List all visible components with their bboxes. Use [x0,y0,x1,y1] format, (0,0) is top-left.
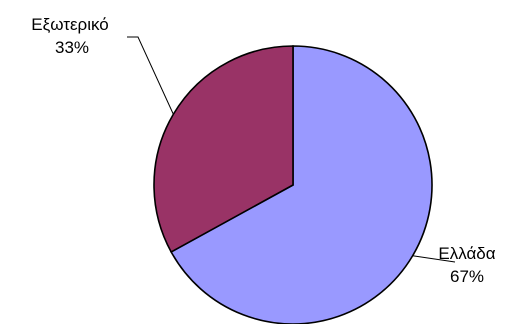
leader-lines [127,36,456,263]
slice-label-value-exoteriko: 33% [55,38,89,57]
slice-label-category-exoteriko: Εξωτερικό [31,15,108,34]
slice-labels: Ελλάδα 67% Εξωτερικό 33% [31,15,496,286]
slice-label-value-elláda: 67% [450,267,484,286]
pie-slices [153,45,433,324]
slice-label-category-elláda: Ελλάδα [438,244,495,263]
pie-slice-elláda [170,45,433,324]
leader-line-exoteriko [127,36,174,115]
leader-line-elláda [412,255,456,263]
